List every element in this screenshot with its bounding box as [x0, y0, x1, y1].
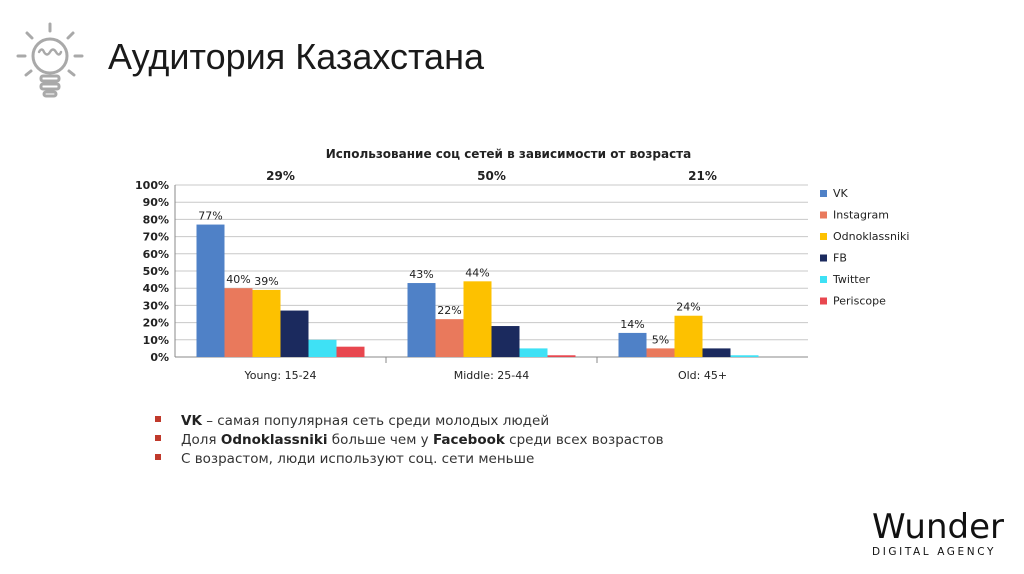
notes-list: VK – самая популярная сеть среди молодых…	[155, 412, 664, 469]
legend-swatch-fb	[820, 254, 827, 262]
data-label: 5%	[652, 333, 669, 346]
brand-logo: Wunder DIGITAL AGENCY	[872, 510, 1004, 558]
y-tick-label: 30%	[143, 299, 169, 312]
bullet-icon	[155, 416, 161, 422]
note-text: среди всех возрастов	[504, 432, 664, 448]
bar-periscope	[547, 355, 576, 357]
note-text: Доля	[181, 432, 221, 448]
data-label: 14%	[620, 318, 644, 331]
data-label: 77%	[198, 210, 222, 223]
note-text: – самая популярная сеть среди молодых лю…	[201, 413, 550, 429]
bar-instagram	[646, 348, 675, 357]
data-label: 40%	[226, 273, 250, 286]
bar-periscope	[336, 346, 365, 357]
lightbulb-icon	[16, 22, 84, 98]
bullet-icon	[155, 454, 161, 460]
data-label: 44%	[465, 266, 489, 279]
slide-title: Аудитория Казахстана	[108, 36, 484, 77]
y-tick-label: 10%	[143, 334, 169, 347]
group-share-label: 29%	[266, 169, 295, 183]
note-text: С возрастом, люди используют соц. сети м…	[181, 451, 535, 467]
bar-twitter	[308, 339, 337, 357]
brand-subtitle: DIGITAL AGENCY	[872, 546, 996, 558]
bar-fb	[280, 310, 309, 357]
data-label: 22%	[437, 304, 461, 317]
note-emphasis: VK	[181, 413, 202, 429]
bar-fb	[702, 348, 731, 357]
bar-odnoklassniki	[674, 315, 703, 357]
note-text: больше чем у	[327, 432, 433, 448]
group-share-label: 21%	[688, 169, 717, 183]
note-item: VK – самая популярная сеть среди молодых…	[155, 412, 664, 431]
note-item: С возрастом, люди используют соц. сети м…	[155, 450, 664, 469]
legend-label-odnoklassniki: Odnoklassniki	[833, 230, 909, 243]
y-tick-label: 100%	[135, 179, 169, 192]
legend-swatch-twitter	[820, 276, 827, 283]
chart-title: Использование соц сетей в зависимости от…	[326, 147, 691, 161]
note-emphasis: Facebook	[432, 432, 505, 448]
legend-label-twitter: Twitter	[832, 273, 870, 286]
data-label: 24%	[676, 301, 700, 314]
x-tick-label: Young: 15-24	[243, 369, 316, 382]
bar-odnoklassniki	[252, 289, 281, 357]
note-emphasis: Odnoklassniki	[220, 432, 328, 448]
bar-twitter	[730, 355, 759, 357]
y-tick-label: 0%	[150, 351, 169, 364]
y-tick-label: 90%	[143, 196, 169, 209]
bar-fb	[491, 326, 520, 357]
bar-instagram	[435, 319, 464, 357]
bar-instagram	[224, 288, 253, 357]
y-tick-label: 80%	[143, 213, 169, 226]
legend-swatch-odnoklassniki	[820, 233, 827, 240]
bar-twitter	[519, 348, 548, 357]
note-item: Доля Odnoklassniki больше чем у Facebook…	[155, 431, 664, 450]
bar-odnoklassniki	[463, 281, 492, 357]
legend-label-periscope: Periscope	[833, 295, 886, 308]
bar-vk	[618, 332, 647, 357]
x-tick-label: Middle: 25-44	[454, 369, 530, 382]
legend-swatch-periscope	[820, 297, 827, 305]
legend-swatch-instagram	[820, 211, 827, 219]
legend-label-vk: VK	[833, 187, 849, 200]
y-tick-label: 40%	[143, 282, 169, 295]
y-tick-label: 20%	[143, 317, 169, 330]
x-tick-label: Old: 45+	[678, 369, 727, 382]
legend-swatch-vk	[820, 190, 827, 197]
brand-name: Wunder	[872, 507, 1004, 547]
bullet-icon	[155, 435, 161, 441]
y-tick-label: 50%	[143, 265, 169, 278]
group-share-label: 50%	[477, 169, 506, 183]
bar-vk	[196, 224, 225, 357]
y-tick-label: 60%	[143, 248, 169, 261]
y-tick-label: 70%	[143, 231, 169, 244]
legend-label-fb: FB	[833, 252, 847, 265]
bar-vk	[407, 283, 436, 357]
data-label: 39%	[254, 275, 278, 288]
data-label: 43%	[409, 268, 433, 281]
legend-label-instagram: Instagram	[833, 209, 889, 222]
